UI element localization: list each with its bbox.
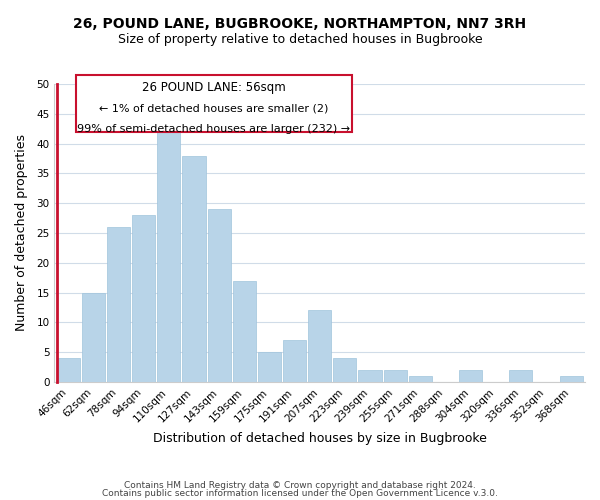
Bar bbox=[459, 370, 482, 382]
Bar bbox=[283, 340, 306, 382]
Bar bbox=[82, 292, 105, 382]
Bar bbox=[233, 280, 256, 382]
Bar bbox=[57, 358, 80, 382]
Y-axis label: Number of detached properties: Number of detached properties bbox=[15, 134, 28, 332]
Bar bbox=[509, 370, 532, 382]
Bar bbox=[132, 215, 155, 382]
Bar bbox=[358, 370, 382, 382]
Bar bbox=[409, 376, 432, 382]
Bar bbox=[334, 358, 356, 382]
Text: Contains public sector information licensed under the Open Government Licence v.: Contains public sector information licen… bbox=[102, 488, 498, 498]
Bar bbox=[560, 376, 583, 382]
Bar bbox=[208, 209, 231, 382]
Bar bbox=[107, 227, 130, 382]
Text: 26 POUND LANE: 56sqm: 26 POUND LANE: 56sqm bbox=[142, 81, 286, 94]
Text: ← 1% of detached houses are smaller (2): ← 1% of detached houses are smaller (2) bbox=[99, 104, 328, 114]
Text: 99% of semi-detached houses are larger (232) →: 99% of semi-detached houses are larger (… bbox=[77, 124, 350, 134]
Bar bbox=[308, 310, 331, 382]
Text: Size of property relative to detached houses in Bugbrooke: Size of property relative to detached ho… bbox=[118, 32, 482, 46]
Text: 26, POUND LANE, BUGBROOKE, NORTHAMPTON, NN7 3RH: 26, POUND LANE, BUGBROOKE, NORTHAMPTON, … bbox=[73, 18, 527, 32]
Bar bbox=[383, 370, 407, 382]
X-axis label: Distribution of detached houses by size in Bugbrooke: Distribution of detached houses by size … bbox=[153, 432, 487, 445]
Text: Contains HM Land Registry data © Crown copyright and database right 2024.: Contains HM Land Registry data © Crown c… bbox=[124, 481, 476, 490]
Bar bbox=[182, 156, 206, 382]
Bar bbox=[258, 352, 281, 382]
Bar bbox=[157, 132, 181, 382]
FancyBboxPatch shape bbox=[76, 75, 352, 132]
